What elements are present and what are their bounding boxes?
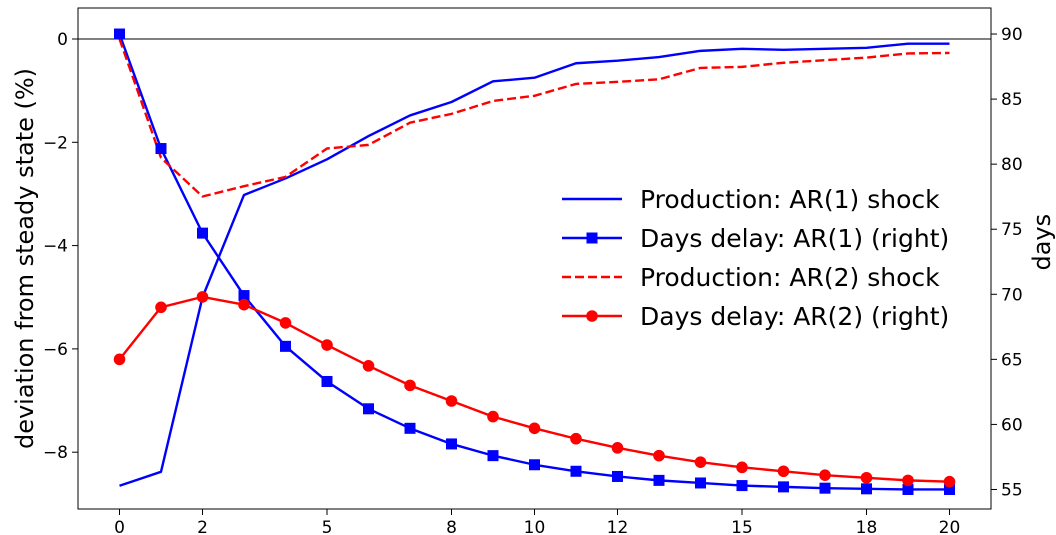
legend-marker-circle [586, 310, 598, 322]
data-point-circle [736, 461, 748, 474]
y-left-axis-label: deviation from steady state (%) [11, 68, 39, 449]
data-point-square [529, 459, 540, 471]
data-point-circle [777, 465, 790, 478]
data-point-circle [321, 339, 333, 351]
data-point-square [363, 403, 374, 415]
legend-marker-square [586, 232, 598, 244]
data-point-square [819, 482, 831, 494]
data-point-square [570, 465, 582, 477]
x-tick-label: 5 [322, 518, 333, 535]
data-point-square [404, 422, 416, 434]
y-left-tick-label: 0 [57, 30, 68, 50]
y-right-tick-label: 75 [1001, 220, 1023, 240]
data-point-circle [694, 456, 707, 468]
x-tick-label: 15 [731, 518, 753, 535]
y-right-axis-label: days [1028, 214, 1056, 271]
y-right-tick-label: 55 [1001, 480, 1023, 500]
data-point-square [197, 227, 208, 239]
data-point-square [321, 375, 333, 387]
series-line-0 [119, 42, 950, 487]
data-point-square [238, 290, 250, 302]
x-tick-label: 18 [856, 518, 878, 535]
x-tick-label: 8 [446, 518, 457, 535]
data-point-circle [404, 379, 416, 392]
x-tick-label: 0 [114, 518, 125, 535]
data-point-circle [570, 432, 582, 445]
data-point-square [155, 143, 167, 155]
data-point-circle [113, 353, 126, 366]
data-point-circle [528, 422, 541, 435]
data-point-square [653, 474, 665, 486]
x-tick-label: 10 [524, 518, 546, 535]
data-point-circle [155, 301, 167, 314]
data-point-circle [487, 410, 499, 423]
data-point-square [612, 470, 623, 482]
data-point-circle [819, 469, 831, 481]
legend-label-0: Production: AR(1) shock [640, 185, 940, 214]
plot-area [78, 28, 991, 495]
data-point-square [736, 480, 748, 492]
data-point-square [114, 28, 125, 40]
data-point-square [280, 340, 291, 352]
x-tick-label: 2 [197, 518, 208, 535]
data-point-circle [238, 298, 250, 311]
legend-label-3: Days delay: AR(2) (right) [640, 302, 949, 331]
legend: Production: AR(1) shock Days delay: AR(1)… [562, 185, 949, 331]
data-point-circle [362, 360, 375, 372]
data-point-square [487, 450, 499, 462]
y-left-tick-label: −8 [43, 443, 68, 463]
x-tick-label: 20 [939, 518, 961, 535]
data-point-circle [196, 291, 209, 303]
y-right-tick-label: 80 [1001, 155, 1023, 175]
axes: 0 2 5 8 10 12 15 18 20 0 −2 −4 −6 −8 55 60 65 70 75 80 85 90 d… [11, 7, 1056, 535]
data-point-circle [445, 395, 458, 407]
legend-label-2: Production: AR(2) shock [640, 263, 940, 292]
data-point-circle [943, 475, 956, 488]
data-point-square [778, 481, 789, 493]
data-point-square [446, 438, 457, 450]
y-right-tick-label: 85 [1001, 90, 1023, 110]
data-point-square [944, 483, 955, 495]
y-right-tick-label: 70 [1001, 285, 1023, 305]
data-point-circle [653, 449, 665, 462]
x-tick-label: 12 [607, 518, 629, 535]
legend-label-1: Days delay: AR(1) (right) [640, 224, 949, 253]
data-point-circle [860, 471, 873, 484]
y-left-tick-label: −4 [43, 237, 68, 257]
y-left-tick-label: −6 [43, 340, 68, 360]
data-point-circle [611, 442, 624, 454]
y-right-tick-label: 90 [1001, 25, 1023, 45]
data-point-circle [279, 317, 292, 329]
data-point-square [861, 483, 872, 495]
y-right-tick-label: 60 [1001, 415, 1023, 435]
data-point-square [902, 483, 914, 495]
data-point-square [695, 477, 706, 489]
series-line-2 [118, 38, 950, 198]
data-point-circle [902, 474, 914, 487]
y-left-tick-label: −2 [43, 133, 68, 153]
y-right-tick-label: 65 [1001, 350, 1023, 370]
